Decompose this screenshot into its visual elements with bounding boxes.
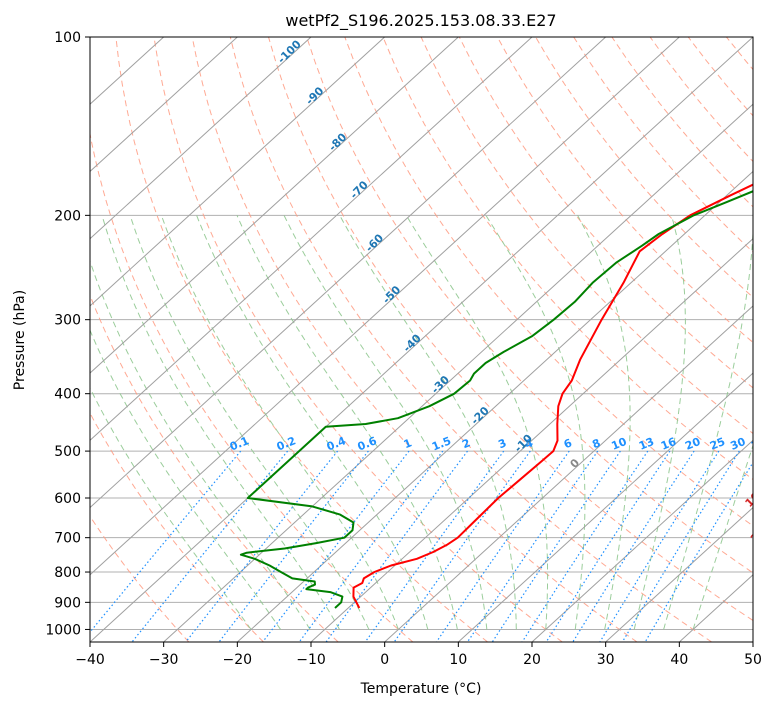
mixing-ratio-label: 8 [590,436,602,451]
moist-adiabat-line [101,215,340,630]
isotherm-line [90,37,386,307]
profile-series [239,183,753,609]
mixing-ratio-line [521,450,649,642]
moist-adiabat-line [90,387,252,630]
dry-adiabat-line [535,37,753,298]
moist-adiabat-line [129,215,370,630]
dry-adiabat-line [191,37,638,642]
moist-adiabat-line [160,215,399,630]
mixing-ratio-label: 1 [402,436,414,451]
x-tick-label: 50 [744,652,762,668]
isotherm-line [90,37,753,642]
x-tick-label: −10 [296,652,326,668]
isotherm-line [531,439,753,642]
mixing-ratio-label: 36 [749,435,768,453]
dry-adiabat-line [382,37,753,481]
dry-adiabat-line [268,37,753,622]
moist-adiabat-label: 20 [748,525,768,545]
mixing-ratio-line [325,450,468,642]
dry-adiabat-line [115,37,488,642]
y-tick-label: 600 [54,491,81,507]
isotherm-line [90,37,533,442]
isotherm-line [384,305,753,642]
isotherm-line [90,37,680,576]
mixing-ratio-line [644,461,753,642]
moist-adiabat-label: 10 [743,490,763,510]
isotherm-line [90,37,607,509]
x-tick-label: −40 [75,652,105,668]
pressure-gridlines [90,37,753,630]
x-tick-label: 40 [670,652,688,668]
mixing-ratio-label: 13 [637,435,656,453]
plot-frame [89,36,754,643]
moist-adiabat-line [196,215,429,630]
x-tick-label: 20 [523,652,541,668]
y-tick-label: 100 [54,30,81,46]
mixing-ratio-label: 3 [496,436,508,451]
x-tick-label: 0 [380,652,389,668]
mixing-ratio-line [599,450,720,642]
plot-area: 0.10.20.40.611.52346810131620253036-100-… [90,37,768,642]
isotherm-line [90,37,238,173]
y-tick-label: 300 [54,313,81,329]
isotherm-line [90,37,459,374]
y-axis-label: Pressure (hPa) [12,290,28,390]
y-tick-label: 900 [54,595,81,611]
x-tick-label: 30 [597,652,615,668]
dry-adiabat-line [90,131,414,642]
x-tick-label: 10 [449,652,467,668]
mixing-ratio-label: 30 [728,435,747,453]
mixing-ratio-line [393,450,531,642]
moist-adiabat-line [283,215,488,630]
dry-adiabat-line [306,37,753,574]
moist-adiabat-line [236,215,458,630]
isotherm-line [457,372,753,642]
y-tick-label: 200 [54,208,81,224]
mixing-ratio-line [435,450,570,642]
y-tick-label: 700 [54,531,81,547]
dewpoint-profile-line [239,190,753,609]
mixing-ratio-line [491,450,621,642]
moist-adiabat-line [485,215,586,630]
moist-adiabat-line [663,221,753,630]
dry-adiabat-line [496,37,753,344]
y-tick-label: 800 [54,565,81,581]
isotherms [90,37,753,642]
mixing-ratio-line [90,450,242,633]
y-tick-label: 500 [54,444,81,460]
mixing-ratio-line [621,450,740,642]
isotherm-line [236,170,753,642]
mixing-ratio-label: 2 [460,436,472,451]
x-tick-label: −20 [223,652,253,668]
isotherm-line [90,37,312,240]
temperature-profile-line [352,183,753,609]
mixing-ratio-label: 25 [708,435,727,453]
dry-adiabat-line [153,37,563,642]
y-tick-label: 1000 [45,622,81,638]
x-tick-label: −30 [149,652,179,668]
mixing-ratio-label: 20 [683,435,702,453]
mixing-ratio-line [185,450,339,642]
y-tick-label: 400 [54,387,81,403]
mixing-ratio-line [466,450,599,642]
dry-adiabat-line [90,412,264,642]
x-axis-label: Temperature (°C) [360,681,482,697]
mixing-ratio-line [298,450,444,642]
moist-adiabat-line [577,215,631,630]
x-axis-ticks: −40 −30 −20 −10 0 10 20 30 40 50 [75,642,762,668]
moist-adiabat-line [90,259,311,630]
mixing-ratio-line [218,450,369,642]
mixing-ratio-label: 16 [659,435,678,453]
moist-adiabat-line [90,328,281,630]
y-axis-ticks: 100 200 300 400 500 600 700 800 900 1000 [45,30,90,638]
dry-adiabat-line [90,293,339,642]
dry-adiabat-line [90,515,190,642]
moist-adiabat-line [633,215,686,630]
isotherm-line [310,237,753,642]
isotherm-line [605,506,753,642]
isotherm-line [163,103,753,642]
chart-title: wetPf2_S196.2025.153.08.33.E27 [285,11,556,31]
mixing-ratio-label: 10 [610,435,629,453]
